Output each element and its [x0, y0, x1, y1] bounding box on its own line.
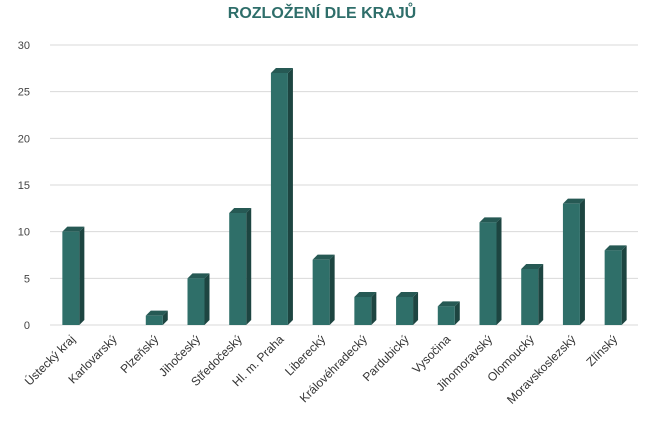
x-axis-labels: Ústecký krajKarlovarskýPlzeňskýJihočeský… — [21, 332, 620, 407]
bar-top — [62, 226, 85, 232]
bar-side — [496, 217, 502, 325]
bar — [145, 310, 168, 325]
bar-top — [521, 264, 544, 269]
bar-front — [229, 213, 247, 325]
bar-front — [437, 306, 455, 325]
gridlines — [50, 44, 638, 326]
bar-front — [396, 297, 414, 325]
bar — [187, 273, 210, 325]
y-tick-label: 30 — [18, 40, 30, 52]
bar-front — [145, 315, 163, 325]
bar-front — [312, 259, 330, 325]
x-category-label: Zlínský — [583, 332, 620, 369]
bar-front — [479, 222, 497, 325]
bar-top — [437, 301, 460, 307]
bar-front — [62, 231, 80, 325]
bar-top — [396, 292, 419, 297]
bar-side — [162, 310, 168, 325]
bar-top — [270, 68, 293, 73]
bar-side — [329, 254, 335, 325]
bar-side — [413, 292, 419, 325]
bar-front — [354, 297, 372, 325]
bar — [521, 264, 544, 325]
bar-front — [604, 250, 622, 325]
y-tick-label: 5 — [24, 273, 30, 285]
y-tick-label: 15 — [18, 180, 30, 192]
bar — [229, 208, 252, 325]
y-tick-label: 25 — [18, 87, 30, 99]
bar-top — [604, 245, 627, 251]
y-tick-label: 10 — [18, 227, 30, 239]
bar — [396, 292, 419, 325]
bar-top — [354, 292, 377, 297]
bar — [312, 254, 335, 325]
bar — [562, 198, 585, 325]
y-tick-label: 20 — [18, 133, 30, 145]
bar-top — [145, 310, 168, 316]
bar-side — [538, 264, 544, 325]
y-tick-label: 0 — [24, 320, 30, 332]
bar-top — [562, 198, 585, 204]
bar-side — [621, 245, 627, 325]
bar — [270, 68, 293, 325]
bar-front — [562, 203, 580, 325]
bar-front — [270, 73, 288, 325]
bar-top — [312, 254, 335, 260]
y-axis-ticks: 0 5 10 15 20 25 30 — [18, 40, 30, 332]
bar-top — [229, 208, 252, 213]
bar-top — [479, 217, 502, 223]
bar — [354, 292, 377, 325]
bars — [62, 68, 627, 325]
chart-title: ROZLOŽENÍ DLE KRAJŮ — [228, 2, 416, 22]
bar-side — [287, 68, 293, 325]
bar-top — [187, 273, 210, 279]
bar-front — [521, 269, 539, 325]
bar-side — [371, 292, 377, 325]
bar-side — [204, 273, 210, 325]
bar — [437, 301, 460, 325]
bar-side — [454, 301, 460, 325]
bar-side — [246, 208, 252, 325]
bar-front — [187, 278, 205, 325]
bar-side — [579, 198, 585, 325]
bar-side — [79, 226, 85, 325]
bar — [604, 245, 627, 325]
bar — [62, 226, 85, 325]
bar — [479, 217, 502, 325]
